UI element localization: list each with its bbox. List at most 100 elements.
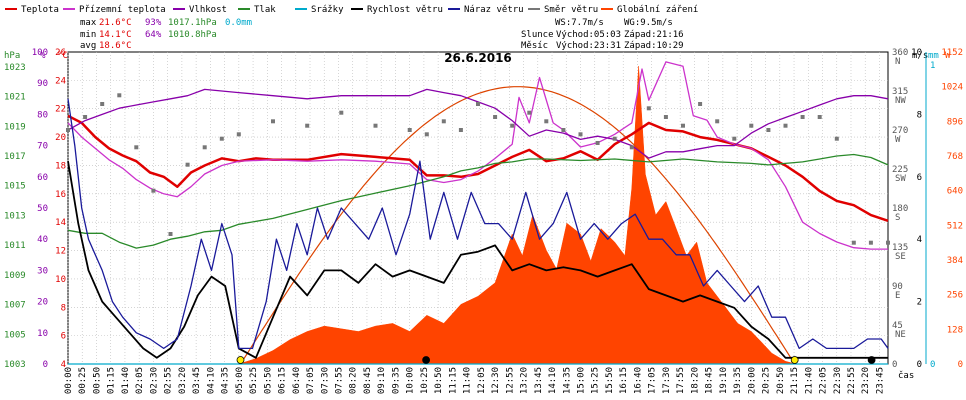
axis-tick-direction: 90	[892, 282, 903, 292]
axis-tick-direction: 45	[892, 321, 903, 331]
axis-tick-direction-name: SE	[895, 252, 906, 262]
x-tick-label: 22:05	[819, 367, 829, 394]
axis-tick-wind: 2	[917, 298, 922, 308]
series-smer-vetru-point	[219, 136, 224, 141]
series-smer-vetru-point	[783, 123, 788, 128]
axis-tick-humidity: 60	[37, 173, 48, 183]
x-tick-label: 00:25	[78, 367, 88, 394]
stat-avg-temp: 18.6°C	[99, 41, 132, 51]
x-tick-label: 20:25	[762, 367, 772, 394]
legend-item: Vlhkost	[189, 5, 227, 15]
series-smer-vetru-point	[766, 128, 771, 132]
axis-tick-radiation: 384	[947, 256, 963, 266]
series-smer-vetru-point	[578, 132, 583, 137]
axis-tick-direction: 180	[892, 204, 908, 214]
radiation-area	[68, 66, 888, 365]
x-tick-label: 17:05	[648, 367, 658, 394]
series-tlak	[67, 153, 889, 249]
sun-label: Slunce	[521, 30, 554, 40]
axis-tick-humidity: 80	[37, 110, 48, 120]
x-tick-label: 08:20	[349, 367, 359, 394]
stat-avg-label: avg	[80, 41, 96, 51]
axis-tick-hpa: 1009	[4, 271, 26, 281]
x-tick-label: 15:25	[591, 367, 601, 394]
axis-unit-radiation: W	[945, 51, 951, 61]
markers-group	[236, 356, 876, 364]
stat-min-temp: 14.1°C	[99, 30, 132, 40]
axis-tick-hpa: 1019	[4, 122, 26, 132]
axis-tick-temp: 10	[55, 275, 66, 285]
axis-tick-temp: 4	[61, 360, 66, 370]
series-smer-vetru-point	[305, 123, 310, 128]
x-tick-label: 14:10	[548, 367, 558, 394]
x-tick-label: 18:45	[705, 367, 715, 394]
series-smer-vetru-point	[151, 188, 156, 193]
x-tick-label: 02:05	[135, 367, 145, 394]
axis-tick-hpa: 1015	[4, 182, 26, 192]
axis-tick-radiation: 256	[947, 291, 963, 301]
x-tick-label: 16:40	[633, 367, 643, 394]
series-smer-vetru-point	[493, 115, 498, 119]
series-smer-vetru-point	[458, 128, 463, 132]
x-tick-label: 17:30	[662, 367, 672, 394]
stat-max-temp: 21.6°C	[99, 18, 132, 28]
series-teplota	[67, 114, 889, 222]
sun-set: Západ:21:16	[624, 30, 684, 40]
axis-tick-radiation: 1024	[941, 83, 963, 93]
axis-tick-temp: 24	[55, 76, 66, 86]
series-smer-vetru-point	[868, 240, 873, 245]
stat-max-label: max	[80, 18, 97, 28]
series-prizemni-teplota	[67, 61, 888, 250]
axis-tick-humidity: 100	[32, 48, 48, 58]
series-smer-vetru-point	[441, 119, 446, 124]
x-tick-label: 04:10	[206, 367, 216, 394]
series-smer-vetru-point	[424, 132, 429, 137]
plot-area	[66, 51, 890, 365]
stats-block: max 21.6°C 93% 1017.1hPa 0.0mm min 14.1°…	[80, 18, 252, 51]
x-tick-label: 06:15	[278, 367, 288, 394]
axis-tick-hpa: 1005	[4, 330, 26, 340]
axis-unit-temp: °C	[57, 51, 68, 61]
axis-tick-temp: 18	[55, 161, 66, 171]
series-smer-vetru-point	[715, 119, 720, 124]
axis-tick-direction-name: NW	[895, 96, 906, 106]
series-vlhkost	[67, 88, 889, 159]
x-tick-label: 07:05	[306, 367, 316, 394]
axis-tick-hpa: 1003	[4, 360, 26, 370]
chart-title: 26.6.2016	[444, 51, 512, 65]
series-smer-vetru-point	[202, 145, 207, 150]
wind-speed-info: WS:7.7m/s	[555, 18, 604, 28]
x-tick-label: 20:00	[747, 367, 757, 394]
legend-item: Přízemní teplota	[79, 5, 166, 15]
axis-tick-radiation: 1152	[941, 48, 963, 58]
stat-max-pressure: 1017.1hPa	[168, 18, 217, 28]
series-smer-vetru-point	[595, 141, 600, 145]
stat-min-pressure: 1010.8hPa	[168, 30, 217, 40]
series-smer-vetru-point	[271, 119, 275, 124]
legend: Teplota Přízemní teplota Vlhkost Tlak Srážky…	[5, 5, 698, 15]
x-tick-label: 03:20	[178, 367, 188, 394]
axis-tick-temp: 14	[55, 218, 66, 228]
axis-tick-direction-name: SW	[895, 174, 906, 184]
series-smer-vetru-point	[510, 123, 515, 128]
series-smer-vetru-point	[134, 145, 139, 150]
series-smer-vetru-point	[339, 110, 344, 115]
axis-tick-radiation: 896	[947, 117, 963, 127]
axis-tick-hpa: 1007	[4, 301, 26, 311]
stat-max-humidity: 93%	[145, 18, 162, 28]
stat-max-rain: 0.0mm	[225, 18, 252, 28]
x-tick-label: 13:20	[520, 367, 530, 394]
axis-tick-temp: 12	[55, 247, 66, 257]
axes-group: hPa1023102110191017101510131011100910071…	[4, 48, 963, 370]
axis-unit-hpa: hPa	[4, 51, 20, 61]
axis-tick-temp: 22	[55, 105, 66, 115]
series-smer-vetru-point	[681, 123, 685, 128]
x-tick-label: 07:55	[335, 367, 345, 394]
x-tick-label: 23:45	[876, 367, 886, 394]
series-smer-vetru-point	[886, 240, 890, 245]
x-tick-label: 19:10	[719, 367, 729, 394]
series-smer-vetru-point	[646, 106, 651, 111]
axis-unit-rain: mm	[928, 51, 939, 61]
axis-tick-direction: 0	[892, 360, 897, 370]
axis-unit-wind: m/s	[912, 51, 928, 61]
